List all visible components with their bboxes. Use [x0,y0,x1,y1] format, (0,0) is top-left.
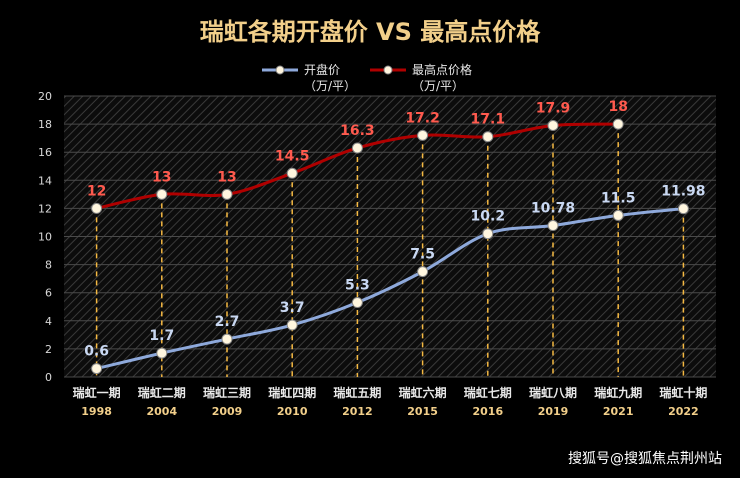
x-axis: 瑞虹一期 1998 瑞虹二期 2004 瑞虹三期 2009 瑞虹四期 2010 瑞虹五期 2012… [73,385,708,418]
data-label: 3.7 [280,300,305,316]
y-tick-label: 8 [45,259,52,272]
data-label: 17.1 [471,112,506,128]
data-label: 11.5 [601,190,636,206]
data-label: 1.7 [149,328,174,344]
data-label: 18 [608,99,627,115]
data-label: 13 [217,169,236,185]
x-tick-label: 瑞虹八期 [529,385,577,400]
y-tick-label: 10 [38,231,52,244]
data-point [91,202,103,214]
data-point [612,118,624,130]
data-label: 13 [152,169,171,185]
x-year-label: 2019 [538,405,569,418]
y-tick-label: 4 [45,315,52,328]
y-tick-label: 14 [38,174,52,187]
x-year-label: 2021 [603,405,634,418]
drop-lines [95,124,685,377]
data-point [351,297,363,309]
legend-swatch-marker [383,65,393,75]
legend-label: 最高点价格 [412,62,472,77]
data-point [286,167,298,179]
legend-swatch-marker [275,65,285,75]
x-tick-label: 瑞虹九期 [594,385,642,400]
data-point [547,220,559,232]
x-tick-label: 瑞虹五期 [333,385,381,400]
watermark: 搜狐号@搜狐焦点荆州站 [568,451,722,467]
x-tick-label: 瑞虹七期 [464,385,512,400]
y-tick-label: 2 [45,343,52,356]
data-labels: 0.6 1.7 2.7 3.7 5.3 7.5 10.2 10.78 11.5 11.98 12 13… [84,99,705,359]
y-tick-label: 12 [38,202,52,215]
x-year-label: 2015 [407,405,438,418]
x-tick-label: 瑞虹二期 [138,385,186,400]
data-label: 7.5 [410,247,435,263]
series-layer [91,118,689,375]
chart-title: 瑞虹各期开盘价 VS 最高点价格 [200,18,542,46]
data-point [221,333,233,345]
data-point [417,266,429,278]
data-point [156,188,168,200]
x-tick-label: 瑞虹三期 [203,385,251,400]
data-label: 11.98 [661,184,705,200]
data-label: 0.6 [84,344,109,360]
data-point [221,188,233,200]
x-year-label: 2012 [342,405,373,418]
data-label: 14.5 [275,148,310,164]
x-tick-label: 瑞虹十期 [659,385,707,400]
x-year-label: 2009 [212,405,243,418]
data-point [156,347,168,359]
x-year-label: 2004 [146,405,177,418]
data-point [286,319,298,331]
data-point [482,228,494,240]
data-point [677,203,689,215]
data-point [547,120,559,132]
data-point [612,209,624,221]
series-line-opening-price [95,207,685,371]
data-label: 16.3 [340,123,375,139]
y-tick-label: 20 [38,90,52,103]
data-point [351,142,363,154]
x-year-label: 2010 [277,405,308,418]
legend-unit: （万/平） [304,79,356,93]
data-point [91,363,103,375]
x-year-label: 1998 [81,405,112,418]
x-tick-label: 瑞虹四期 [268,385,316,400]
data-label: 12 [87,183,106,199]
data-label: 10.2 [471,209,506,225]
legend-unit: （万/平） [412,79,464,93]
y-tick-label: 18 [38,118,52,131]
y-tick-label: 6 [45,287,52,300]
x-tick-label: 瑞虹一期 [73,385,121,400]
legend: 开盘价 （万/平） 最高点价格 （万/平） [262,62,472,93]
data-label: 5.3 [345,278,370,294]
data-label: 10.78 [531,201,575,217]
y-tick-label: 0 [45,371,52,384]
x-year-label: 2016 [472,405,503,418]
legend-label: 开盘价 [304,62,340,77]
data-point [417,129,429,141]
data-label: 2.7 [215,314,240,330]
data-label: 17.9 [536,101,571,117]
x-tick-label: 瑞虹六期 [399,385,447,400]
data-point [482,131,494,143]
data-label: 17.2 [405,110,440,126]
y-tick-label: 16 [38,146,52,159]
gridlines [64,95,716,378]
x-year-label: 2022 [668,405,699,418]
y-axis: 0 2 4 6 8 10 12 14 16 18 20 [38,90,52,384]
